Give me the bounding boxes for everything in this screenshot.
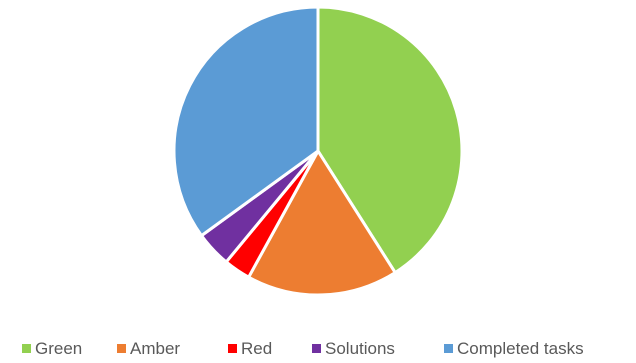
legend-item-green: Green <box>22 339 82 358</box>
legend-marker-solutions <box>312 344 321 353</box>
pie-slice-completed-tasks <box>172 5 320 238</box>
legend-item-solutions: Solutions <box>312 339 395 358</box>
legend-label-red: Red <box>241 339 272 358</box>
chart-legend: Green Amber Red Solutions Completed tasks <box>22 339 584 358</box>
legend-item-amber: Amber <box>117 339 180 358</box>
legend-label-amber: Amber <box>130 339 180 358</box>
legend-marker-amber <box>117 344 126 353</box>
legend-label-completed-tasks: Completed tasks <box>457 339 584 358</box>
legend-marker-red <box>228 344 237 353</box>
legend-item-red: Red <box>228 339 272 358</box>
legend-label-green: Green <box>35 339 82 358</box>
legend-marker-green <box>22 344 31 353</box>
pie-slices <box>172 5 464 297</box>
pie-slice-amber <box>247 149 397 297</box>
legend-item-completed-tasks: Completed tasks <box>444 339 584 358</box>
legend-label-solutions: Solutions <box>325 339 395 358</box>
legend-marker-completed-tasks <box>444 344 453 353</box>
